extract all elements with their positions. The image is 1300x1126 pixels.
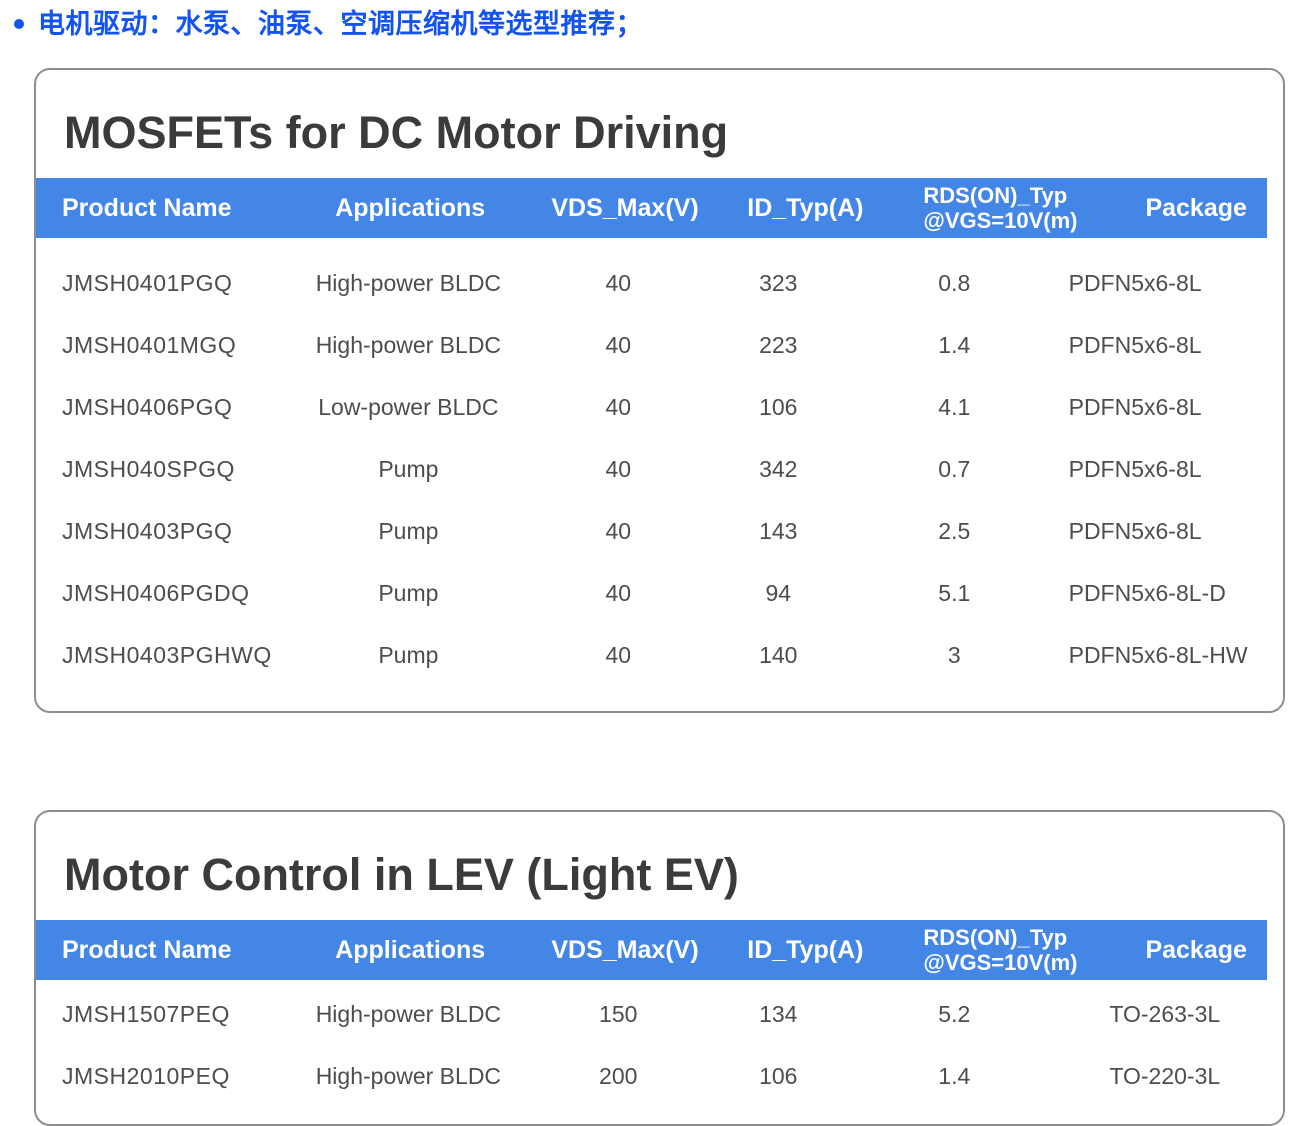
cell-id-typ: 140	[759, 641, 798, 668]
cell-package: TO-220-3L	[1109, 1062, 1221, 1089]
cell-application: High-power BLDC	[315, 331, 502, 358]
cell-rds-on: 2.5	[938, 517, 971, 544]
cell-application: Low-power BLDC	[318, 393, 499, 420]
cell-application: Pump	[378, 641, 439, 668]
column-header-rds-on: RDS(ON)_Typ @VGS=10V(m)	[876, 925, 1126, 975]
table-row: JMSH1507PEQ High-power BLDC 150 134 5.2 …	[36, 983, 1267, 1045]
cell-id-typ: 223	[759, 331, 798, 358]
table-row: JMSH0406PGQ Low-power BLDC 40 106 4.1 PD…	[36, 376, 1267, 438]
cell-package: TO-263-3L	[1109, 1000, 1221, 1027]
cell-package: PDFN5x6-8L	[1068, 269, 1202, 296]
lev-card-title: Motor Control in LEV (Light EV)	[64, 849, 739, 900]
cell-id-typ: 143	[759, 517, 798, 544]
cell-product-name: JMSH0406PGQ	[62, 393, 233, 420]
cell-application: Pump	[378, 517, 439, 544]
column-header-id-typ: ID_Typ(A)	[747, 935, 864, 964]
cell-application: Pump	[378, 579, 439, 606]
cell-vds-max: 40	[605, 331, 632, 358]
cell-rds-on: 0.7	[938, 455, 971, 482]
column-header-applications: Applications	[335, 935, 486, 964]
table-row: JMSH0401PGQ High-power BLDC 40 323 0.8 P…	[36, 252, 1267, 314]
column-header-product-name: Product Name	[62, 193, 232, 222]
table-body: JMSH1507PEQ High-power BLDC 150 134 5.2 …	[36, 980, 1267, 1124]
bullet-headline-text: 电机驱动：水泵、油泵、空调压缩机等选型推荐；	[38, 9, 643, 39]
column-header-package: Package	[1145, 935, 1247, 964]
bullet-dot-icon	[14, 19, 24, 29]
cell-package: PDFN5x6-8L	[1068, 331, 1202, 358]
dc-motor-driving-card: MOSFETs for DC Motor Driving Product Nam…	[34, 68, 1285, 713]
table-row: JMSH0401MGQ High-power BLDC 40 223 1.4 P…	[36, 314, 1267, 376]
cell-id-typ: 342	[759, 455, 798, 482]
cell-product-name: JMSH0403PGHWQ	[62, 641, 272, 668]
column-header-vds-max: VDS_Max(V)	[551, 193, 699, 222]
table-row: JMSH2010PEQ High-power BLDC 200 106 1.4 …	[36, 1045, 1267, 1107]
lev-motor-control-card: Motor Control in LEV (Light EV) Product …	[34, 810, 1285, 1126]
table-body: JMSH0401PGQ High-power BLDC 40 323 0.8 P…	[36, 238, 1267, 711]
cell-id-typ: 134	[759, 1000, 798, 1027]
cell-package: PDFN5x6-8L	[1068, 455, 1202, 482]
cell-rds-on: 0.8	[938, 269, 971, 296]
cell-package: PDFN5x6-8L-D	[1068, 579, 1226, 606]
cell-package: PDFN5x6-8L	[1068, 393, 1202, 420]
cell-rds-on: 5.2	[938, 1000, 971, 1027]
column-header-product-name: Product Name	[62, 935, 232, 964]
cell-vds-max: 40	[605, 393, 632, 420]
cell-rds-on: 3	[947, 641, 961, 668]
cell-vds-max: 40	[605, 517, 632, 544]
column-header-vds-max: VDS_Max(V)	[551, 935, 699, 964]
cell-id-typ: 106	[759, 393, 798, 420]
cell-vds-max: 40	[605, 579, 632, 606]
cell-package: PDFN5x6-8L	[1068, 517, 1202, 544]
cell-product-name: JMSH040SPGQ	[62, 455, 235, 482]
lev-table: Product Name Applications VDS_Max(V) ID_…	[36, 920, 1267, 1124]
cell-vds-max: 200	[599, 1062, 638, 1089]
cell-rds-on: 1.4	[938, 1062, 971, 1089]
table-row: JMSH0403PGQ Pump 40 143 2.5 PDFN5x6-8L	[36, 500, 1267, 562]
cell-vds-max: 40	[605, 641, 632, 668]
cell-product-name: JMSH1507PEQ	[62, 1000, 230, 1027]
column-header-id-typ: ID_Typ(A)	[747, 193, 864, 222]
cell-product-name: JMSH0406PGDQ	[62, 579, 250, 606]
table-row: JMSH0406PGDQ Pump 40 94 5.1 PDFN5x6-8L-D	[36, 562, 1267, 624]
cell-vds-max: 40	[605, 269, 632, 296]
cell-id-typ: 106	[759, 1062, 798, 1089]
cell-id-typ: 94	[765, 579, 792, 606]
table-header-row: Product Name Applications VDS_Max(V) ID_…	[36, 178, 1267, 238]
cell-vds-max: 40	[605, 455, 632, 482]
cell-package: PDFN5x6-8L-HW	[1068, 641, 1248, 668]
cell-application: High-power BLDC	[315, 1000, 502, 1027]
cell-application: High-power BLDC	[315, 1062, 502, 1089]
column-header-rds-on: RDS(ON)_Typ @VGS=10V(m)	[876, 183, 1126, 233]
cell-product-name: JMSH0401MGQ	[62, 331, 237, 358]
cell-product-name: JMSH2010PEQ	[62, 1062, 230, 1089]
column-header-applications: Applications	[335, 193, 486, 222]
cell-rds-on: 1.4	[938, 331, 971, 358]
cell-vds-max: 150	[599, 1000, 638, 1027]
dc-motor-table: Product Name Applications VDS_Max(V) ID_…	[36, 178, 1267, 711]
cell-rds-on: 4.1	[938, 393, 971, 420]
rds-header-text: RDS(ON)_Typ @VGS=10V(m)	[923, 183, 1078, 233]
rds-header-text: RDS(ON)_Typ @VGS=10V(m)	[923, 925, 1078, 975]
cell-product-name: JMSH0401PGQ	[62, 269, 233, 296]
bullet-headline: 电机驱动：水泵、油泵、空调压缩机等选型推荐；	[0, 0, 1300, 40]
table-row: JMSH0403PGHWQ Pump 40 140 3 PDFN5x6-8L-H…	[36, 624, 1267, 686]
cell-rds-on: 5.1	[938, 579, 971, 606]
column-header-package: Package	[1145, 193, 1247, 222]
cell-id-typ: 323	[759, 269, 798, 296]
table-row: JMSH040SPGQ Pump 40 342 0.7 PDFN5x6-8L	[36, 438, 1267, 500]
cell-application: Pump	[378, 455, 439, 482]
dc-motor-card-title: MOSFETs for DC Motor Driving	[64, 107, 729, 158]
cell-application: High-power BLDC	[315, 269, 502, 296]
table-header-row: Product Name Applications VDS_Max(V) ID_…	[36, 920, 1267, 980]
cell-product-name: JMSH0403PGQ	[62, 517, 233, 544]
